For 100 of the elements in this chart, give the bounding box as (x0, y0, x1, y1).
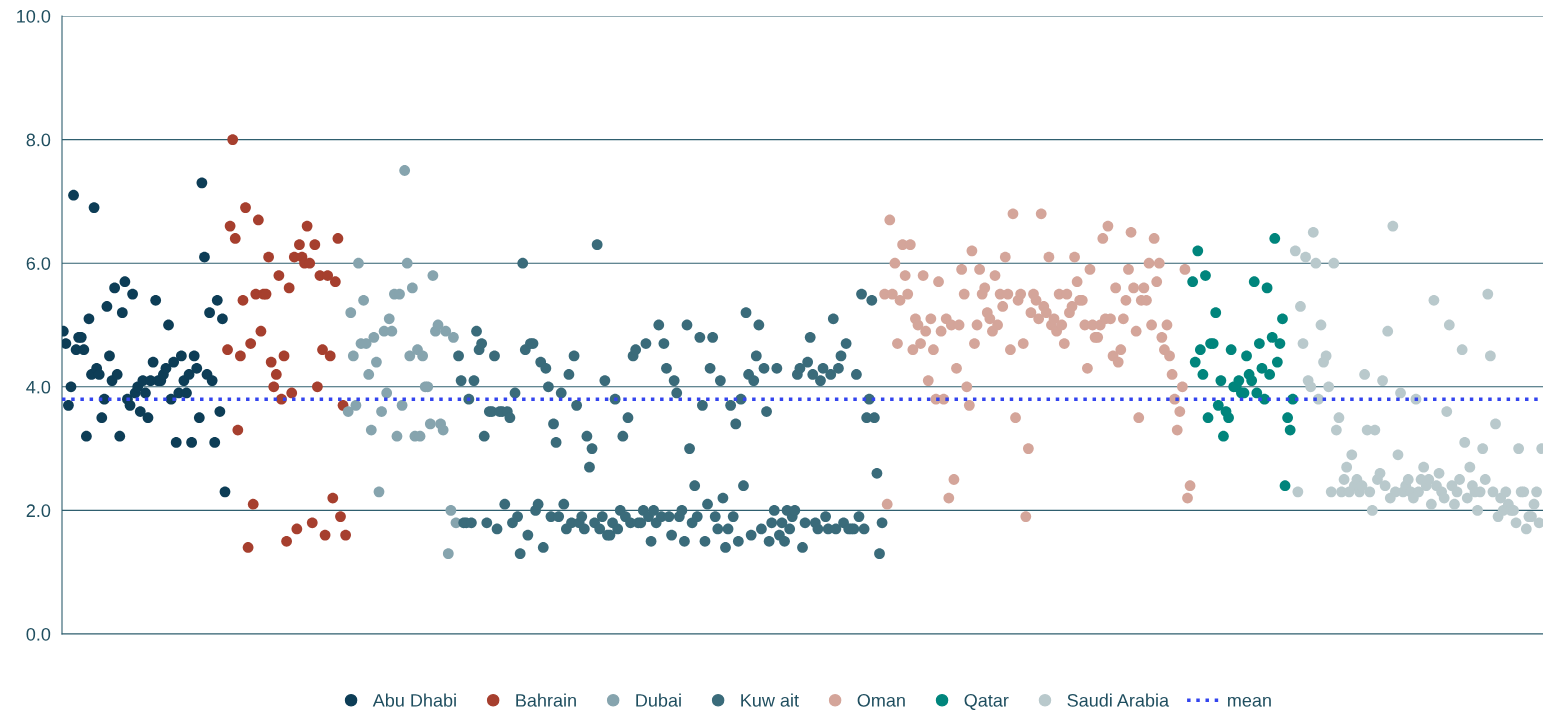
point (1251, 387, 1263, 399)
point (340, 529, 351, 541)
point (222, 344, 233, 356)
point (1264, 369, 1276, 380)
point (406, 282, 418, 294)
point (329, 276, 341, 288)
point (440, 325, 452, 337)
point (309, 239, 321, 251)
point (291, 523, 303, 535)
point (1225, 344, 1237, 356)
point (1189, 356, 1201, 368)
point (442, 548, 454, 560)
point (1248, 276, 1260, 288)
point (383, 313, 395, 325)
point (401, 257, 413, 269)
point (319, 529, 331, 541)
point (365, 424, 377, 436)
y-tick-label: 2.0 (26, 504, 51, 518)
y-tick-label: 8.0 (26, 133, 51, 147)
point (363, 369, 375, 380)
point (424, 418, 436, 430)
point (1269, 233, 1281, 244)
legend-label: Oman (857, 693, 905, 707)
point (1215, 375, 1227, 386)
point (1274, 338, 1286, 349)
y-tick-label: 0.0 (26, 627, 51, 641)
point (1200, 270, 1211, 281)
point (404, 350, 416, 362)
point (358, 294, 369, 306)
point (1282, 412, 1293, 424)
point (332, 233, 344, 244)
point (263, 251, 274, 263)
point (1212, 399, 1224, 411)
point (312, 381, 323, 393)
point (1197, 369, 1209, 380)
point (294, 239, 305, 251)
point (399, 165, 411, 176)
y-tick-label: 6.0 (26, 257, 51, 270)
point (1192, 245, 1204, 257)
point (273, 270, 285, 281)
point (396, 399, 408, 411)
point (347, 350, 359, 362)
point (306, 517, 318, 529)
point (1256, 362, 1268, 374)
point (265, 356, 277, 368)
point (1266, 331, 1278, 343)
point (245, 338, 257, 349)
legend-label: Dubai (636, 693, 681, 707)
point (376, 406, 387, 417)
legend-label: Kuw ait (741, 693, 799, 707)
point (1277, 313, 1288, 325)
point (242, 542, 254, 553)
legend-label: Bahrain (516, 693, 576, 707)
point (270, 369, 282, 380)
point (1241, 350, 1252, 362)
point (227, 134, 239, 145)
point (268, 381, 280, 393)
legend-label: Qatar (964, 693, 1009, 711)
point (1284, 424, 1296, 436)
point (317, 344, 328, 356)
point (229, 233, 241, 244)
point (1194, 344, 1206, 356)
point (247, 498, 259, 510)
point (353, 257, 364, 269)
point (350, 399, 362, 411)
point (255, 325, 267, 337)
y-tick-label: 4.0 (26, 380, 51, 394)
point (237, 294, 249, 306)
point (224, 220, 236, 232)
point (373, 486, 385, 498)
point (252, 214, 264, 226)
point (381, 387, 393, 399)
point (345, 307, 357, 319)
point (1246, 375, 1258, 386)
legend-label: Saudi Arabia (1067, 693, 1170, 707)
point (322, 270, 334, 281)
point (1279, 480, 1291, 492)
point (327, 492, 339, 504)
point (371, 356, 382, 368)
point (286, 387, 298, 399)
point (427, 270, 439, 281)
point (235, 350, 246, 362)
point (342, 406, 354, 417)
point (335, 511, 346, 522)
legend-label: mean (1228, 696, 1271, 707)
point (445, 505, 457, 516)
legend-label: Abu Dhabi (372, 693, 456, 707)
point (368, 331, 380, 343)
point (324, 350, 336, 362)
point (301, 220, 313, 232)
point (437, 424, 449, 436)
y-tick-label: 10.0 (17, 9, 51, 23)
point (283, 282, 295, 294)
point (448, 331, 459, 343)
point (232, 424, 244, 436)
point (1261, 282, 1273, 294)
point (1187, 276, 1199, 288)
point (1233, 375, 1245, 386)
point (240, 202, 251, 213)
point (391, 430, 403, 442)
